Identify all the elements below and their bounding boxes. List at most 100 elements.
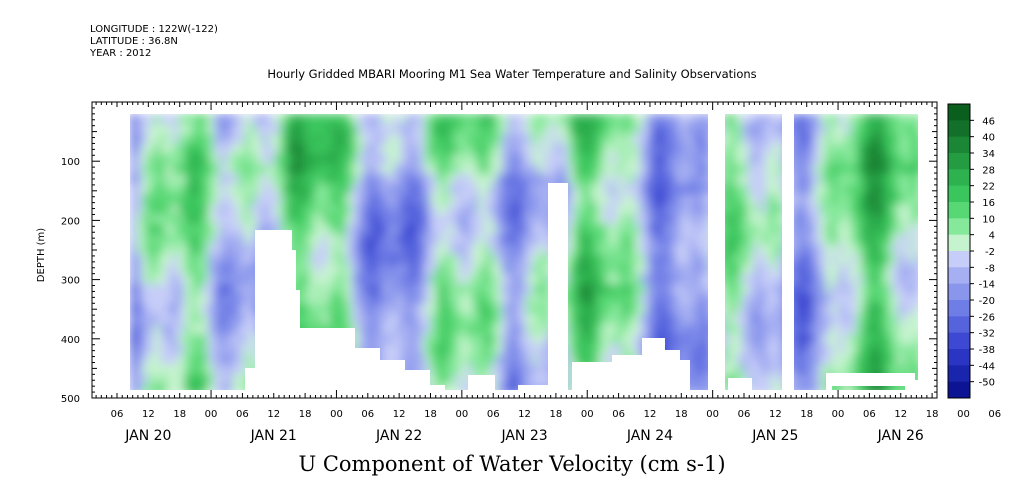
- velocity-cell: [514, 134, 521, 145]
- velocity-cell: [250, 304, 257, 315]
- velocity-cell: [628, 344, 635, 355]
- velocity-cell: [358, 194, 365, 205]
- velocity-cell: [694, 324, 701, 335]
- velocity-cell: [508, 124, 515, 135]
- velocity-cell: [586, 154, 593, 165]
- velocity-cell: [772, 144, 779, 155]
- velocity-cell: [352, 294, 359, 305]
- velocity-cell: [796, 334, 803, 345]
- velocity-cell: [700, 134, 707, 145]
- velocity-cell: [814, 234, 821, 245]
- velocity-cell: [688, 314, 695, 325]
- velocity-cell: [910, 224, 917, 235]
- velocity-cell: [238, 124, 245, 135]
- velocity-cell: [808, 234, 815, 245]
- velocity-cell: [166, 144, 173, 155]
- velocity-cell: [142, 294, 149, 305]
- velocity-cell: [634, 124, 641, 135]
- velocity-cell: [184, 294, 191, 305]
- velocity-cell: [742, 304, 749, 315]
- velocity-cell: [586, 194, 593, 205]
- velocity-cell: [334, 214, 341, 225]
- velocity-cell: [904, 364, 911, 375]
- velocity-cell: [442, 194, 449, 205]
- velocity-cell: [760, 364, 767, 375]
- velocity-cell: [340, 174, 347, 185]
- velocity-cell: [472, 134, 479, 145]
- velocity-cell: [760, 244, 767, 255]
- velocity-cell: [628, 304, 635, 315]
- velocity-cell: [652, 234, 659, 245]
- velocity-cell: [286, 164, 293, 175]
- velocity-cell: [304, 184, 311, 195]
- velocity-cell: [832, 134, 839, 145]
- velocity-cell: [868, 384, 875, 395]
- velocity-cell: [814, 124, 821, 135]
- velocity-cell: [142, 194, 149, 205]
- x-hour-tick-label: 12: [267, 409, 280, 420]
- velocity-cell: [526, 144, 533, 155]
- colorbar-label: 10: [982, 214, 995, 225]
- velocity-cell: [418, 254, 425, 265]
- velocity-cell: [628, 314, 635, 325]
- velocity-cell: [364, 234, 371, 245]
- velocity-cell: [766, 154, 773, 165]
- velocity-cell: [748, 364, 755, 375]
- velocity-cell: [310, 264, 317, 275]
- velocity-cell: [820, 384, 827, 395]
- velocity-cell: [454, 244, 461, 255]
- velocity-cell: [754, 364, 761, 375]
- velocity-cell: [256, 204, 263, 215]
- velocity-cell: [508, 134, 515, 145]
- velocity-cell: [592, 154, 599, 165]
- velocity-cell: [376, 134, 383, 145]
- velocity-cell: [526, 314, 533, 325]
- velocity-cell: [538, 254, 545, 265]
- velocity-cell: [658, 324, 665, 335]
- velocity-cell: [214, 254, 221, 265]
- velocity-cell: [208, 154, 215, 165]
- velocity-cell: [808, 224, 815, 235]
- velocity-cell: [754, 274, 761, 285]
- velocity-cell: [244, 154, 251, 165]
- velocity-cell: [814, 244, 821, 255]
- velocity-cell: [448, 214, 455, 225]
- velocity-cell: [574, 164, 581, 175]
- velocity-cell: [478, 304, 485, 315]
- velocity-cell: [532, 354, 539, 365]
- velocity-cell: [400, 244, 407, 255]
- velocity-cell: [724, 204, 731, 215]
- velocity-cell: [280, 164, 287, 175]
- velocity-cell: [214, 214, 221, 225]
- velocity-cell: [232, 314, 239, 325]
- velocity-cell: [664, 314, 671, 325]
- velocity-cell: [832, 354, 839, 365]
- velocity-cell: [220, 304, 227, 315]
- velocity-cell: [568, 214, 575, 225]
- velocity-cell: [382, 124, 389, 135]
- velocity-cell: [130, 134, 137, 145]
- metadata-block: LONGITUDE : 122W(-122) LATITUDE : 36.8N …: [90, 24, 218, 60]
- velocity-cell: [310, 144, 317, 155]
- velocity-cell: [532, 184, 539, 195]
- velocity-cell: [154, 284, 161, 295]
- velocity-cell: [400, 144, 407, 155]
- velocity-cell: [610, 204, 617, 215]
- velocity-cell: [136, 294, 143, 305]
- velocity-cell: [868, 344, 875, 355]
- velocity-cell: [742, 204, 749, 215]
- velocity-cell: [496, 284, 503, 295]
- velocity-cell: [736, 204, 743, 215]
- velocity-cell: [568, 234, 575, 245]
- velocity-cell: [160, 354, 167, 365]
- velocity-cell: [802, 134, 809, 145]
- velocity-cell: [658, 154, 665, 165]
- velocity-cell: [136, 264, 143, 275]
- velocity-cell: [466, 194, 473, 205]
- velocity-cell: [898, 234, 905, 245]
- velocity-cell: [172, 254, 179, 265]
- velocity-cell: [352, 234, 359, 245]
- velocity-cell: [334, 134, 341, 145]
- velocity-cell: [502, 324, 509, 335]
- velocity-cell: [856, 294, 863, 305]
